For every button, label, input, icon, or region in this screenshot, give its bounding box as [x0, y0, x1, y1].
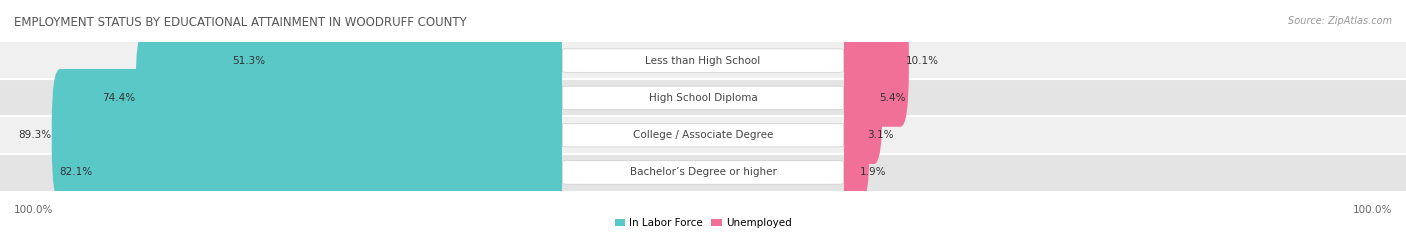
FancyBboxPatch shape — [266, 0, 571, 127]
Text: Bachelor’s Degree or higher: Bachelor’s Degree or higher — [630, 168, 776, 177]
FancyBboxPatch shape — [0, 79, 562, 116]
FancyBboxPatch shape — [93, 106, 571, 233]
FancyBboxPatch shape — [52, 69, 571, 201]
Text: 89.3%: 89.3% — [18, 130, 52, 140]
Text: 5.4%: 5.4% — [880, 93, 905, 103]
FancyBboxPatch shape — [562, 123, 844, 147]
Text: Less than High School: Less than High School — [645, 56, 761, 65]
FancyBboxPatch shape — [562, 86, 844, 110]
Text: 51.3%: 51.3% — [232, 56, 266, 65]
FancyBboxPatch shape — [562, 79, 844, 116]
FancyBboxPatch shape — [562, 161, 844, 184]
FancyBboxPatch shape — [835, 69, 869, 201]
Legend: In Labor Force, Unemployed: In Labor Force, Unemployed — [614, 218, 792, 228]
Text: 74.4%: 74.4% — [103, 93, 135, 103]
FancyBboxPatch shape — [0, 154, 562, 191]
FancyBboxPatch shape — [835, 32, 883, 164]
FancyBboxPatch shape — [562, 154, 844, 191]
FancyBboxPatch shape — [844, 117, 1406, 154]
FancyBboxPatch shape — [844, 79, 1406, 116]
FancyBboxPatch shape — [562, 117, 844, 154]
FancyBboxPatch shape — [0, 42, 562, 79]
FancyBboxPatch shape — [562, 42, 844, 79]
Text: 82.1%: 82.1% — [59, 168, 93, 177]
Text: 1.9%: 1.9% — [860, 168, 886, 177]
Text: 10.1%: 10.1% — [905, 56, 939, 65]
Text: High School Diploma: High School Diploma — [648, 93, 758, 103]
FancyBboxPatch shape — [562, 49, 844, 72]
Text: EMPLOYMENT STATUS BY EDUCATIONAL ATTAINMENT IN WOODRUFF COUNTY: EMPLOYMENT STATUS BY EDUCATIONAL ATTAINM… — [14, 16, 467, 29]
Text: Source: ZipAtlas.com: Source: ZipAtlas.com — [1288, 16, 1392, 26]
Text: 100.0%: 100.0% — [14, 205, 53, 215]
Text: College / Associate Degree: College / Associate Degree — [633, 130, 773, 140]
Text: 3.1%: 3.1% — [866, 130, 893, 140]
FancyBboxPatch shape — [0, 117, 562, 154]
FancyBboxPatch shape — [135, 32, 571, 164]
FancyBboxPatch shape — [835, 106, 863, 233]
FancyBboxPatch shape — [835, 0, 908, 127]
Text: 100.0%: 100.0% — [1353, 205, 1392, 215]
FancyBboxPatch shape — [844, 42, 1406, 79]
FancyBboxPatch shape — [844, 154, 1406, 191]
